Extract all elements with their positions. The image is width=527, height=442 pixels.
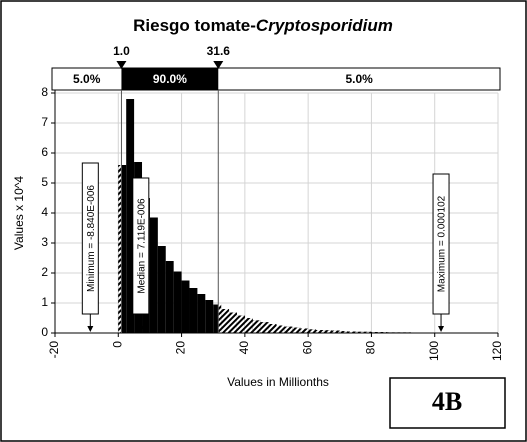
bar <box>181 280 190 333</box>
bar-hatch <box>355 331 364 333</box>
y-tick-label: 0 <box>41 325 48 339</box>
annotation-box <box>132 177 150 315</box>
x-tick-label: 20 <box>174 341 188 355</box>
bar <box>213 304 222 333</box>
annotation-arrow <box>87 326 94 332</box>
x-tick-label: 40 <box>237 341 251 355</box>
bar-hatch <box>339 331 348 333</box>
bar-hatch <box>292 327 301 333</box>
annotation-text: Median = 7.119E-006 <box>136 198 147 294</box>
x-tick-label: -20 <box>47 341 61 359</box>
bar <box>157 246 166 333</box>
bar <box>189 288 198 333</box>
title-text: Riesgo tomate- <box>133 16 256 35</box>
panel-box <box>389 377 506 429</box>
bar <box>118 165 127 333</box>
bar-hatch <box>229 312 237 333</box>
band-middle <box>121 68 219 90</box>
y-tick-label: 7 <box>41 115 48 129</box>
bar-hatch <box>252 320 261 333</box>
y-tick-label: 3 <box>41 235 48 249</box>
bar-hatch <box>236 315 245 333</box>
bar-hatch <box>331 330 340 333</box>
bar-hatch <box>244 318 253 333</box>
bar <box>205 300 214 333</box>
bar-hatch <box>308 329 317 333</box>
y-tick-label: 5 <box>41 175 48 189</box>
y-tick-label: 8 <box>41 85 48 99</box>
annotation-box <box>81 162 99 315</box>
bar-hatch <box>218 304 222 333</box>
band-label: 5.0% <box>345 72 373 86</box>
bar-hatch <box>284 326 293 333</box>
annotation-box <box>432 173 450 315</box>
delimiter-label: 31.6 <box>207 44 231 58</box>
bar <box>165 261 174 333</box>
panel-label: 4B <box>432 387 462 416</box>
bar-hatch <box>268 324 277 333</box>
bar-hatch <box>260 322 269 333</box>
band-label: 90.0% <box>153 72 187 86</box>
bar-hatch <box>347 331 356 333</box>
band-box <box>51 67 501 91</box>
annotation-arrow <box>438 326 445 332</box>
annotation-text: Minimum = -8.840E-006 <box>86 185 97 292</box>
bar-hatch <box>118 165 122 333</box>
bar <box>126 99 135 333</box>
bar-hatch <box>276 325 285 333</box>
x-tick-label: 80 <box>364 341 378 355</box>
y-tick-label: 2 <box>41 265 48 279</box>
annotation-arrow <box>137 326 144 332</box>
bar-hatch <box>300 328 309 333</box>
delimiter-marker <box>213 61 224 69</box>
x-tick-label: 0 <box>110 341 124 348</box>
bar-hatch <box>323 330 332 333</box>
x-tick-label: 100 <box>427 341 441 361</box>
x-tick-label: 60 <box>300 341 314 355</box>
y-tick-label: 4 <box>41 205 48 219</box>
delimiter-marker <box>116 61 127 69</box>
bar <box>173 271 182 333</box>
x-axis-title: Values in Millionths <box>227 375 329 389</box>
x-tick-label: 120 <box>490 341 504 361</box>
bar <box>149 217 158 333</box>
annotation-text: Maximum = 0.000102 <box>437 195 448 292</box>
bar-hatch <box>316 330 324 333</box>
band-label: 5.0% <box>73 72 101 86</box>
bar <box>197 294 206 333</box>
y-axis-title: Values x 10^4 <box>12 176 26 250</box>
title-italic: Cryptosporidium <box>256 16 393 35</box>
chart-title: Riesgo tomate-Cryptosporidium <box>133 16 393 35</box>
bar-hatch <box>363 331 372 333</box>
delimiter-label: 1.0 <box>113 44 130 58</box>
y-tick-label: 1 <box>41 295 48 309</box>
bar-hatch <box>221 309 230 333</box>
y-tick-label: 6 <box>41 145 48 159</box>
